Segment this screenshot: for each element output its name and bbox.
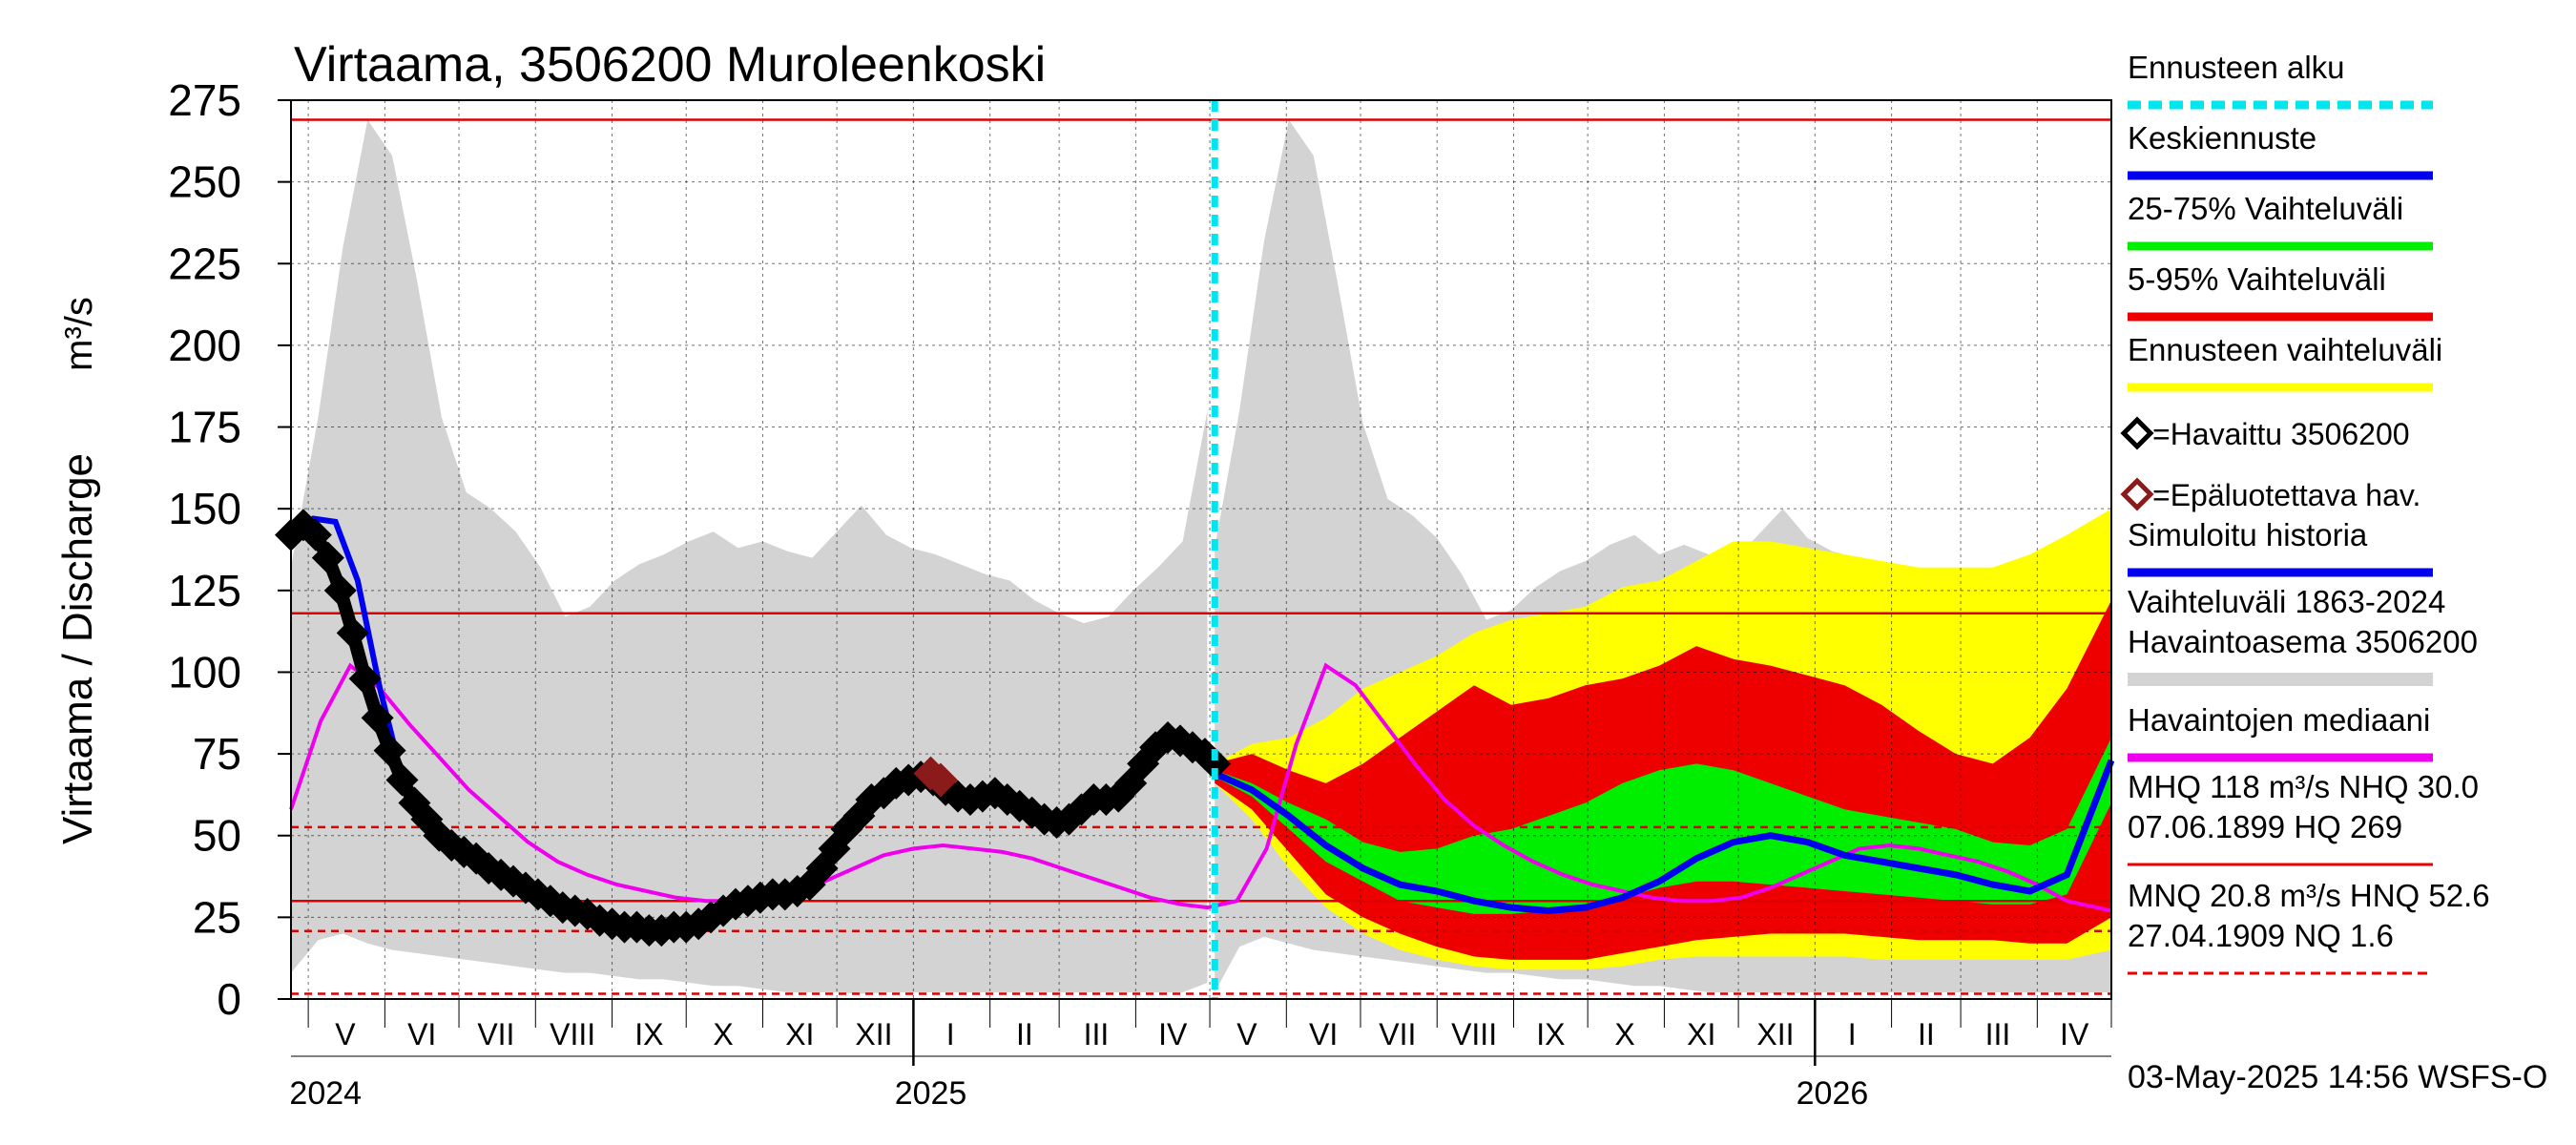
legend-item: Ennusteen vaihteluväli (2128, 332, 2442, 392)
year-tick-label: 2025 (895, 1075, 967, 1112)
legend-label: =Havaittu 3506200 (2152, 417, 2410, 451)
month-tick-label: VIII (550, 1017, 595, 1051)
month-tick-label: V (1236, 1017, 1257, 1051)
p25-75-range-band (1215, 738, 2111, 914)
legend-item: 5-95% Vaihteluväli (2128, 261, 2433, 322)
legend-label: MNQ 20.8 m³/s HNQ 52.6 (2128, 878, 2490, 913)
month-tick-label: VII (477, 1017, 514, 1051)
month-tick-label: III (1985, 1017, 2011, 1051)
legend-item: Keskiennuste (2128, 120, 2433, 180)
month-tick-label: IX (634, 1017, 663, 1051)
plot-area (275, 99, 2115, 1000)
legend-label: Vaihteluväli 1863-2024 (2128, 584, 2445, 619)
y-tick-label: 275 (168, 75, 241, 125)
month-tick-label: VII (1379, 1017, 1416, 1051)
month-tick-label: XI (785, 1017, 814, 1051)
month-tick-label: I (946, 1017, 955, 1051)
legend-item: MHQ 118 m³/s NHQ 30.0 07.06.1899 HQ 269 (2128, 769, 2479, 866)
legend: Ennusteen alku Keskiennuste 25-75% Vaihtel… (2120, 50, 2490, 975)
month-tick-label: IX (1536, 1017, 1565, 1051)
y-tick-label: 175 (168, 403, 241, 452)
observed-point (336, 616, 369, 650)
legend-item: Ennusteen alku (2128, 50, 2433, 110)
legend-label: 25-75% Vaihteluväli (2128, 191, 2403, 226)
month-tick-label: VI (1309, 1017, 1338, 1051)
legend-label: 07.06.1899 HQ 269 (2128, 809, 2402, 844)
legend-label: Ennusteen alku (2128, 50, 2345, 85)
month-tick-label: X (1614, 1017, 1634, 1051)
legend-item: Vaihteluväli 1863-2024 Havaintoasema 350… (2128, 584, 2478, 686)
footer-timestamp: 03-May-2025 14:56 WSFS-O (2128, 1059, 2547, 1095)
legend-label: 27.04.1909 NQ 1.6 (2128, 918, 2394, 953)
month-tick-label: XII (1756, 1017, 1794, 1051)
plot-frame (290, 99, 2112, 1000)
legend-item: =Havaittu 3506200 (2120, 416, 2410, 451)
year-tick-label: 2024 (289, 1075, 362, 1112)
observed-point (361, 701, 394, 735)
y-tick-label: 50 (193, 811, 241, 861)
y-axis-label: Virtaama / Discharge (54, 453, 101, 844)
y-tick-label: 100 (168, 647, 241, 697)
legend-label: Havaintoasema 3506200 (2128, 624, 2478, 659)
y-tick-label: 250 (168, 157, 241, 207)
y-tick-label: 200 (168, 321, 241, 370)
observed-point (311, 541, 344, 574)
observed-point (1198, 747, 1232, 781)
median-line (289, 662, 2112, 913)
observed-point (348, 662, 382, 696)
legend-item: 25-75% Vaihteluväli (2128, 191, 2433, 251)
observed-point (373, 734, 406, 767)
legend-item: Havaintojen mediaani (2128, 702, 2433, 762)
month-tick-label: IV (1158, 1017, 1188, 1051)
legend-label: Keskiennuste (2128, 120, 2316, 156)
legend-label: Simuloitu historia (2128, 517, 2368, 552)
legend-item: Simuloitu historia (2128, 517, 2433, 577)
month-tick-label: XI (1687, 1017, 1715, 1051)
month-tick-label: II (1918, 1017, 1935, 1051)
legend-item: =Epäluotettava hav. (2120, 477, 2420, 512)
historical-range-band (291, 119, 1208, 994)
y-tick-label: 75 (193, 729, 241, 779)
mean-forecast-line (1213, 759, 2115, 915)
legend-label: MHQ 118 m³/s NHQ 30.0 (2128, 769, 2479, 804)
year-tick-label: 2026 (1797, 1075, 1869, 1112)
month-tick-label: XII (855, 1017, 892, 1051)
y-tick-label: 0 (217, 974, 241, 1024)
legend-label: =Epäluotettava hav. (2152, 478, 2420, 512)
chart-title: Virtaama, 3506200 Muroleenkoski (294, 37, 1046, 93)
observed-point (323, 573, 357, 607)
y-tick-label: 125 (168, 566, 241, 615)
unreliable-observation-point (923, 762, 958, 798)
y-tick-label: 150 (168, 484, 241, 533)
month-tick-label: III (1084, 1017, 1110, 1051)
month-tick-label: IV (2060, 1017, 2089, 1051)
y-axis-unit: m³/s (58, 297, 100, 371)
observed-point (299, 518, 332, 552)
month-tick-label: V (335, 1017, 356, 1051)
legend-item: MNQ 20.8 m³/s HNQ 52.6 27.04.1909 NQ 1.6 (2128, 878, 2490, 975)
month-tick-label: VIII (1451, 1017, 1497, 1051)
y-tick-label: 25 (193, 892, 241, 942)
y-tick-label: 225 (168, 239, 241, 288)
observed-point (385, 763, 419, 797)
month-tick-label: VI (407, 1017, 436, 1051)
legend-label: Havaintojen mediaani (2128, 702, 2430, 738)
legend-label: Ennusteen vaihteluväli (2128, 332, 2442, 367)
month-tick-label: X (713, 1017, 733, 1051)
month-tick-label: II (1016, 1017, 1033, 1051)
legend-diamond-marker (2120, 477, 2154, 511)
legend-diamond-marker (2120, 416, 2154, 450)
legend-label: 5-95% Vaihteluväli (2128, 261, 2386, 297)
month-tick-label: I (1848, 1017, 1857, 1051)
